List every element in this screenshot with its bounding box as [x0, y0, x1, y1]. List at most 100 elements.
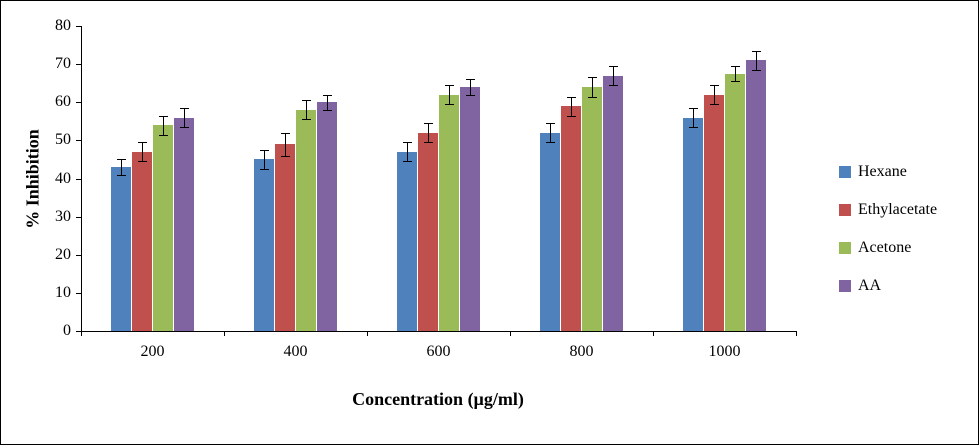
legend-swatch [839, 166, 851, 178]
legend-label: Hexane [858, 163, 907, 180]
y-tick-mark [76, 254, 81, 256]
error-bar-cap-bottom [587, 96, 597, 98]
legend-swatch [839, 204, 851, 216]
bar-aa-1000 [745, 60, 766, 331]
y-tick-mark [76, 331, 81, 332]
bar-hexane-1000 [682, 117, 703, 331]
error-bar [692, 107, 694, 128]
error-bar [284, 132, 286, 156]
legend-item-hexane: Hexane [839, 161, 937, 183]
legend-label: AA [858, 277, 882, 294]
error-bar-cap-bottom [116, 174, 126, 176]
y-tick-label: 0 [63, 322, 71, 339]
bar-aa-200 [173, 117, 194, 331]
error-bar-cap-bottom [608, 85, 618, 87]
x-tick-mark [796, 331, 797, 336]
y-tick-mark [76, 216, 81, 218]
error-bar-cap-top [301, 100, 311, 102]
error-bar [120, 159, 122, 175]
error-bar-cap-bottom [709, 104, 719, 106]
error-bar-cap-top [751, 50, 761, 52]
bar-acetone-800 [581, 87, 602, 331]
bar-hexane-600 [396, 151, 417, 331]
error-bar [734, 66, 736, 82]
error-bar-cap-top [137, 142, 147, 144]
error-bar-cap-top [280, 132, 290, 134]
x-axis-title: Concentration (µg/ml) [352, 389, 524, 409]
bar-ethylacetate-400 [274, 144, 295, 331]
bar-acetone-200 [152, 125, 173, 331]
error-bar [591, 77, 593, 97]
error-bar-cap-bottom [688, 127, 698, 129]
error-bar-cap-top [566, 96, 576, 98]
bar-hexane-800 [539, 132, 560, 331]
error-bar [469, 79, 471, 95]
error-bar-cap-bottom [730, 81, 740, 83]
y-tick-mark [76, 102, 81, 104]
error-bar [263, 149, 265, 169]
y-tick-mark [76, 64, 81, 66]
error-bar-cap-bottom [545, 142, 555, 144]
error-bar-cap-bottom [137, 161, 147, 163]
legend-item-aa: AA [839, 275, 937, 297]
error-bar-cap-top [587, 77, 597, 79]
error-bar-cap-top [423, 123, 433, 125]
x-tick-mark [81, 331, 82, 336]
error-bar-cap-top [179, 107, 189, 109]
bar-ethylacetate-1000 [703, 94, 724, 331]
x-axis-line [81, 331, 796, 332]
error-bar-cap-bottom [322, 109, 332, 111]
error-bar [448, 85, 450, 105]
y-tick-label: 40 [55, 169, 71, 187]
legend-swatch [839, 280, 851, 292]
error-bar [183, 107, 185, 128]
bar-ethylacetate-600 [417, 132, 438, 331]
y-tick-mark [76, 26, 81, 27]
bar-hexane-400 [253, 159, 274, 331]
bar-ethylacetate-200 [131, 151, 152, 331]
error-bar-cap-bottom [423, 142, 433, 144]
y-axis-line [81, 26, 82, 332]
x-category-label: 200 [140, 343, 165, 360]
bar-aa-400 [316, 102, 337, 331]
error-bar [713, 85, 715, 105]
x-category-label: 800 [569, 343, 594, 360]
error-bar-cap-bottom [566, 115, 576, 117]
error-bar-cap-top [322, 94, 332, 96]
x-category-label: 400 [283, 343, 308, 360]
error-bar [549, 123, 551, 143]
error-bar-cap-top [545, 123, 555, 125]
legend-label: Ethylacetate [858, 201, 938, 218]
error-bar [612, 66, 614, 86]
bar-acetone-600 [438, 94, 459, 331]
error-bar-cap-top [608, 66, 618, 68]
y-tick-mark [76, 292, 81, 294]
error-bar-cap-bottom [402, 161, 412, 163]
x-tick-mark [224, 331, 225, 336]
x-tick-mark [510, 331, 511, 336]
error-bar-cap-bottom [301, 119, 311, 121]
error-bar-cap-top [116, 159, 126, 161]
error-bar-cap-top [709, 85, 719, 87]
bar-hexane-200 [110, 167, 131, 331]
x-tick-mark [367, 331, 368, 336]
error-bar-cap-top [402, 142, 412, 144]
bar-ethylacetate-800 [560, 106, 581, 331]
legend-label: Acetone [858, 239, 912, 256]
error-bar-cap-top [688, 107, 698, 109]
legend-item-ethylacetate: Ethylacetate [839, 199, 937, 221]
bar-aa-800 [602, 75, 623, 331]
y-tick-mark [76, 178, 81, 180]
error-bar-cap-bottom [751, 69, 761, 71]
y-tick-label: 70 [55, 55, 71, 73]
error-bar-cap-top [465, 79, 475, 81]
y-tick-label: 50 [55, 131, 71, 149]
y-tick-label: 60 [55, 93, 71, 111]
error-bar [141, 142, 143, 162]
error-bar [305, 100, 307, 120]
x-category-label: 600 [426, 343, 451, 360]
error-bar-cap-bottom [158, 134, 168, 136]
legend-swatch [839, 242, 851, 254]
x-tick-mark [653, 331, 654, 336]
